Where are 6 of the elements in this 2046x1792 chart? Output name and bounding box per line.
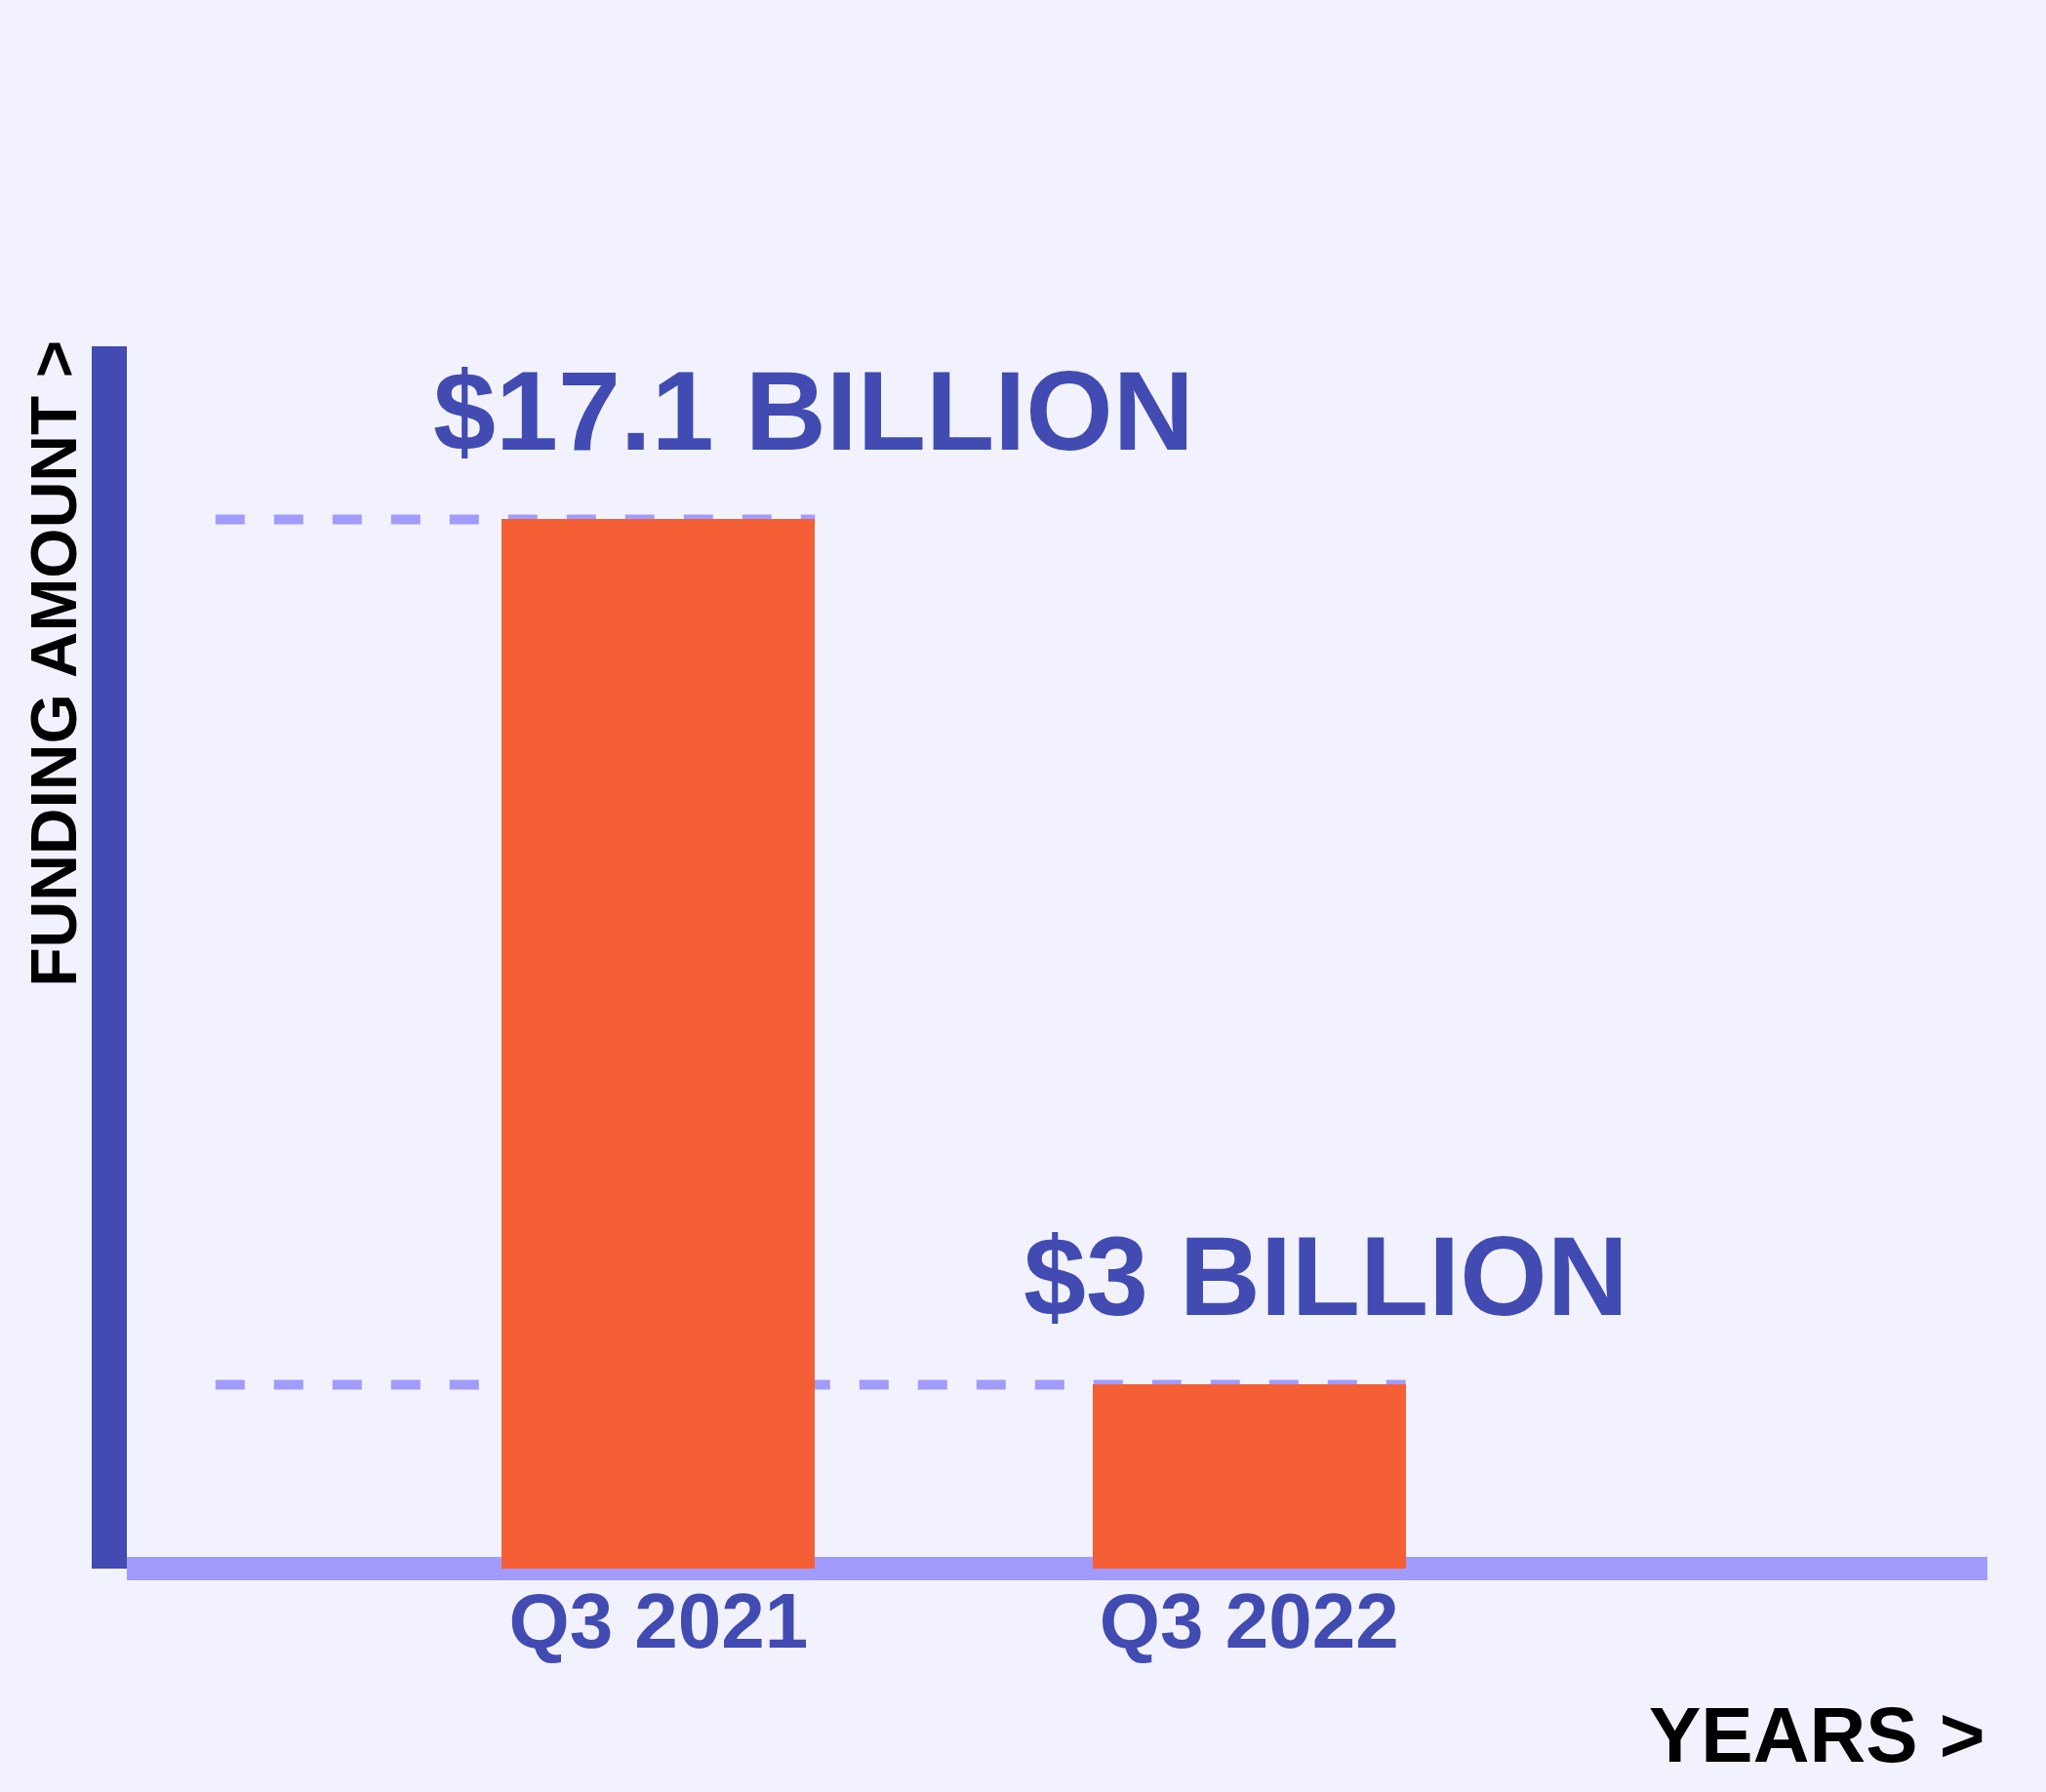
y-axis-title: FUNDING AMOUNT > [18,339,91,987]
data-label: $17.1 BILLION [433,348,1194,473]
x-tick-label: Q3 2021 [508,1577,809,1665]
x-axis-title: YEARS > [1649,1692,1986,1778]
data-label: $3 BILLION [1023,1214,1628,1338]
x-tick-label: Q3 2022 [1099,1577,1399,1665]
